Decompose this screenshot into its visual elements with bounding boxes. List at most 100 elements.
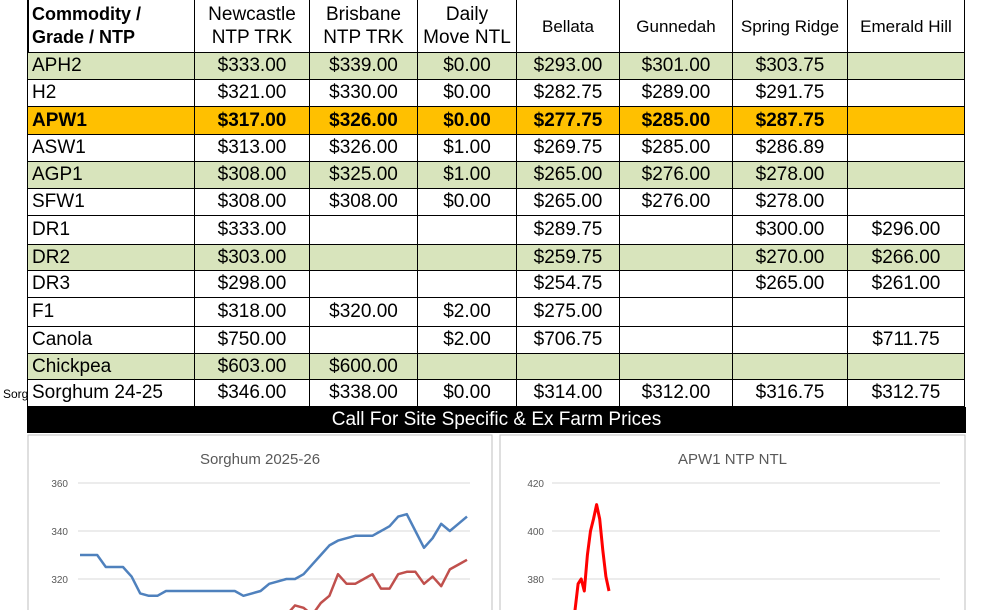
table-cell: AGP1 [28, 162, 195, 189]
table-cell: $259.75 [517, 245, 620, 271]
chart-frame [27, 434, 493, 610]
table-cell: $266.00 [848, 245, 965, 271]
header-text: Newcastle [208, 4, 296, 25]
table-cell: Sorghum 24-25 [28, 380, 195, 407]
table-cell: $325.00 [310, 162, 418, 189]
table-cell: $289.00 [620, 80, 733, 107]
header-cell: Spring Ridge [733, 0, 848, 53]
header-text: Move NTL [423, 27, 511, 48]
table-cell [310, 245, 418, 271]
table-cell: $286.89 [733, 135, 848, 162]
table-cell: F1 [28, 298, 195, 327]
table-cell: H2 [28, 80, 195, 107]
table-cell: $600.00 [310, 354, 418, 380]
header-cell: Daily Move NTL [418, 0, 517, 53]
table-cell: $750.00 [195, 327, 310, 354]
table-cell: $282.75 [517, 80, 620, 107]
table-cell: $308.00 [195, 162, 310, 189]
table-cell: Canola [28, 327, 195, 354]
chart-title: Sorghum 2025-26 [200, 451, 320, 468]
header-text: Spring Ridge [740, 16, 840, 36]
table-cell: $314.00 [517, 380, 620, 407]
table-cell: SFW1 [28, 189, 195, 216]
table-cell: $1.00 [418, 135, 517, 162]
table-cell: $338.00 [310, 380, 418, 407]
table-cell: $318.00 [195, 298, 310, 327]
y-tick-label: 420 [527, 479, 544, 490]
table-cell [733, 354, 848, 380]
table-cell: $339.00 [310, 53, 418, 80]
table-cell: DR2 [28, 245, 195, 271]
header-text: Bellata [542, 16, 594, 36]
table-cell: $296.00 [848, 216, 965, 245]
table-cell [848, 107, 965, 135]
table-cell: $711.75 [848, 327, 965, 354]
y-tick-label: 400 [527, 527, 544, 538]
table-cell: $291.75 [733, 80, 848, 107]
table-cell: $303.00 [195, 245, 310, 271]
stray-label: Sorg [3, 387, 27, 401]
table-cell: $316.75 [733, 380, 848, 407]
table-cell [848, 354, 965, 380]
table-cell [310, 271, 418, 298]
table-cell: $706.75 [517, 327, 620, 354]
header-text: Grade / NTP [32, 27, 136, 47]
table-cell: $308.00 [310, 189, 418, 216]
table-cell: $313.00 [195, 135, 310, 162]
table-cell: $346.00 [195, 380, 310, 407]
table-cell: $320.00 [310, 298, 418, 327]
banner: Call For Site Specific & Ex Farm Prices [27, 407, 966, 433]
table-cell [418, 271, 517, 298]
y-tick-label: 360 [51, 479, 68, 490]
table-cell [517, 354, 620, 380]
header-text: NTP TRK [323, 27, 404, 48]
table-cell: $0.00 [418, 107, 517, 135]
table-cell: ASW1 [28, 135, 195, 162]
table-cell [848, 80, 965, 107]
y-tick-label: 380 [527, 575, 544, 586]
table-cell: $261.00 [848, 271, 965, 298]
header-text: NTP TRK [211, 27, 293, 48]
table-cell [620, 327, 733, 354]
header-cell: Emerald Hill [848, 0, 965, 53]
table-cell: $2.00 [418, 298, 517, 327]
table-cell: $333.00 [195, 53, 310, 80]
header-cell: Newcastle NTP TRK [195, 0, 310, 53]
table-cell [620, 245, 733, 271]
table-cell: $278.00 [733, 162, 848, 189]
table-cell: $308.00 [195, 189, 310, 216]
chart-title: APW1 NTP NTL [678, 451, 787, 468]
table-cell: $312.00 [620, 380, 733, 407]
table-cell: $326.00 [310, 135, 418, 162]
table-border [27, 0, 29, 407]
table-cell: $321.00 [195, 80, 310, 107]
y-tick-label: 340 [51, 527, 68, 538]
table-cell: DR3 [28, 271, 195, 298]
table-cell [848, 162, 965, 189]
table-cell [848, 189, 965, 216]
table-cell: $300.00 [733, 216, 848, 245]
table-cell: DR1 [28, 216, 195, 245]
table-cell: $265.00 [517, 189, 620, 216]
table-cell: $317.00 [195, 107, 310, 135]
table-cell: $0.00 [418, 53, 517, 80]
header-text: Brisbane [326, 4, 401, 25]
table-cell: Chickpea [28, 354, 195, 380]
table-cell: $603.00 [195, 354, 310, 380]
header-cell: Gunnedah [620, 0, 733, 53]
table-cell: $275.00 [517, 298, 620, 327]
table-cell: APH2 [28, 53, 195, 80]
table-cell: $270.00 [733, 245, 848, 271]
table-cell: $277.75 [517, 107, 620, 135]
table-cell: $0.00 [418, 189, 517, 216]
table-cell: $285.00 [620, 107, 733, 135]
series-line [573, 503, 611, 610]
table-cell [418, 245, 517, 271]
table-cell: $312.75 [848, 380, 965, 407]
y-tick-label: 320 [51, 575, 68, 586]
table-cell: $287.75 [733, 107, 848, 135]
series-line [80, 512, 468, 598]
table-cell: $0.00 [418, 80, 517, 107]
table-cell: $276.00 [620, 162, 733, 189]
